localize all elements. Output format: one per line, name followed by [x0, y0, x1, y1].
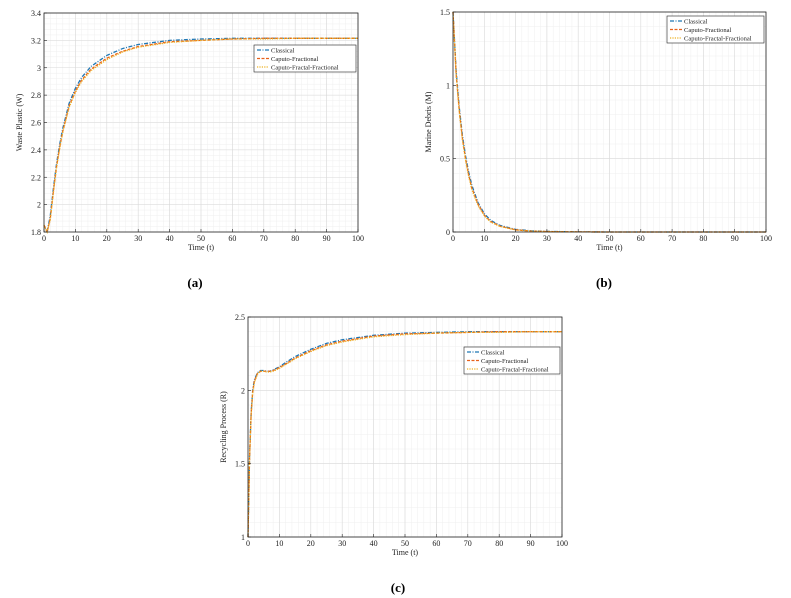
legend: Classical Caputo-FractionalCaputo-Fractal…	[253, 44, 357, 73]
x-tick-label: 0	[451, 234, 455, 243]
x-tick-label: 80	[699, 234, 707, 243]
y-tick-label: 1	[241, 533, 245, 542]
x-tick-label: 60	[228, 234, 236, 243]
y-tick-label: 3.4	[31, 9, 41, 18]
x-tick-label: 90	[323, 234, 331, 243]
x-tick-label: 50	[606, 234, 614, 243]
x-tick-label: 60	[637, 234, 645, 243]
x-tick-label: 20	[307, 539, 315, 548]
legend-entry: Caputo-Fractional	[481, 358, 528, 365]
legend-box	[463, 346, 561, 375]
y-tick-label: 2.6	[31, 119, 41, 128]
legend-entry: Classical	[684, 18, 708, 25]
x-tick-label: 30	[134, 234, 142, 243]
y-tick-label: 2.8	[31, 91, 41, 100]
x-tick-label: 40	[370, 539, 378, 548]
legend-entry: Caputo-Fractal-Fractional	[684, 35, 752, 42]
legend-box	[666, 15, 765, 44]
y-axis-label: Marine Debris (M)	[424, 91, 433, 152]
y-axis-label: Waste Plastic (W)	[15, 93, 24, 151]
legend: Classical Caputo-FractionalCaputo-Fractal…	[666, 15, 765, 44]
y-tick-label: 2	[37, 201, 41, 210]
x-tick-label: 100	[352, 234, 364, 243]
legend: Classical Caputo-FractionalCaputo-Fractal…	[463, 346, 561, 375]
legend-entry: Classical	[481, 349, 505, 356]
y-axis-label: Recycling Process (R)	[219, 391, 228, 463]
legend-entry: Caputo-Fractal-Fractional	[481, 366, 549, 373]
x-tick-label: 90	[527, 539, 535, 548]
panel-a: 0 10 20 30 40 50 60 70 80 90 100 1.8 2 2.2 2.4 2.6 2.8 3 3…	[15, 9, 364, 252]
x-tick-label: 30	[338, 539, 346, 548]
x-tick-label: 70	[260, 234, 268, 243]
legend-entry: Caputo-Fractional	[271, 56, 318, 63]
x-tick-label: 20	[512, 234, 520, 243]
x-tick-label: 10	[480, 234, 488, 243]
caption-a: (a)	[187, 275, 202, 290]
y-tick-label: 3	[37, 64, 41, 73]
x-axis-label: Time (t)	[188, 243, 214, 252]
legend-entry: Classical	[271, 47, 295, 54]
x-tick-label: 80	[291, 234, 299, 243]
x-tick-label: 50	[197, 234, 205, 243]
x-tick-label: 30	[543, 234, 551, 243]
y-tick-label: 2.4	[31, 146, 41, 155]
x-tick-label: 10	[275, 539, 283, 548]
legend-entry: Caputo-Fractional	[684, 27, 731, 34]
x-tick-label: 10	[71, 234, 79, 243]
x-tick-label: 100	[556, 539, 568, 548]
x-tick-label: 60	[432, 539, 440, 548]
x-axis-label: Time (t)	[392, 548, 418, 557]
x-tick-label: 40	[166, 234, 174, 243]
y-tick-label: 1.8	[31, 228, 41, 237]
y-tick-label: 2.5	[235, 313, 245, 322]
y-tick-label: 0	[446, 228, 450, 237]
x-tick-label: 20	[103, 234, 111, 243]
x-tick-label: 90	[731, 234, 739, 243]
x-tick-label: 0	[246, 539, 250, 548]
series-line-caputo-fractal-fractional	[247, 331, 562, 538]
x-tick-label: 70	[668, 234, 676, 243]
y-tick-label: 2	[241, 386, 245, 395]
panel-b: 0 10 20 30 40 50 60 70 80 90 100 0 0.5 1 1.5 Time (t) Ma…	[424, 8, 772, 252]
x-axis-label: Time (t)	[596, 243, 622, 252]
y-tick-label: 3.2	[31, 36, 41, 45]
legend-entry: Caputo-Fractal-Fractional	[271, 64, 339, 71]
x-tick-label: 40	[574, 234, 582, 243]
caption-c: (c)	[391, 580, 405, 595]
legend-box	[253, 44, 357, 73]
y-tick-label: 1.5	[235, 460, 245, 469]
series-line-caputo-fractal-fractional	[43, 37, 358, 234]
y-tick-label: 1.5	[440, 8, 450, 17]
y-tick-label: 2.2	[31, 173, 41, 182]
y-tick-label: 1	[446, 81, 450, 90]
x-tick-label: 80	[495, 539, 503, 548]
x-tick-label: 50	[401, 539, 409, 548]
y-tick-label: 0.5	[440, 155, 450, 164]
major-grid	[452, 11, 767, 233]
x-tick-label: 70	[464, 539, 472, 548]
panel-c: 0 10 20 30 40 50 60 70 80 90 100 1 1.5 2 2.5 Time (t) Re…	[219, 313, 568, 557]
caption-b: (b)	[596, 275, 612, 290]
x-tick-label: 0	[42, 234, 46, 243]
x-tick-label: 100	[760, 234, 772, 243]
